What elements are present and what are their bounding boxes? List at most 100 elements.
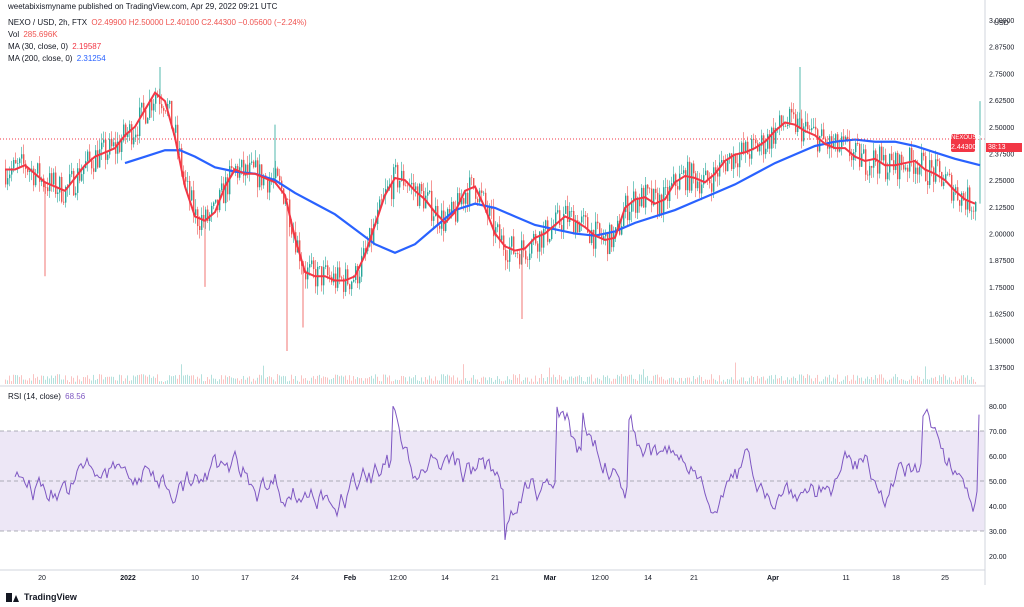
candle-body: [341, 277, 343, 279]
volume-bar: [859, 378, 860, 384]
candle-body: [497, 224, 499, 228]
volume-bar: [63, 379, 64, 384]
volume-bar: [593, 381, 594, 384]
volume-bar: [129, 380, 130, 384]
candle-body: [447, 209, 449, 220]
volume-bar: [475, 379, 476, 384]
candle-body: [675, 174, 677, 187]
candle-body: [683, 170, 685, 174]
volume-bar: [755, 381, 756, 384]
volume-bar: [711, 374, 712, 384]
volume-bar: [53, 378, 54, 384]
volume-bar: [471, 377, 472, 384]
candle-body: [87, 151, 89, 162]
volume-bar: [687, 377, 688, 384]
candle-body: [337, 267, 339, 288]
volume-bar: [15, 374, 16, 384]
volume-bar: [255, 380, 256, 384]
volume-bar: [951, 380, 952, 384]
candle-body: [719, 162, 721, 177]
legend-rsi-value: 68.56: [65, 392, 86, 401]
volume-bar: [307, 380, 308, 384]
legend-rsi-label[interactable]: RSI (14, close): [8, 392, 61, 401]
time-tick-label: 14: [644, 575, 652, 582]
legend-ma30-label[interactable]: MA (30, close, 0): [8, 42, 69, 51]
volume-bar: [787, 377, 788, 384]
legend-symbol[interactable]: NEXO / USD, 2h, FTX: [8, 18, 88, 27]
volume-bar: [709, 379, 710, 384]
volume-bar: [877, 378, 878, 384]
candle-body: [91, 159, 93, 169]
volume-bar: [607, 375, 608, 384]
candle-body: [213, 202, 215, 206]
rsi-pane[interactable]: [0, 405, 985, 540]
volume-bar: [699, 375, 700, 384]
candle-body: [679, 173, 681, 190]
volume-bar: [275, 381, 276, 384]
volume-bar: [29, 378, 30, 384]
price-axis[interactable]: 3.00000 2.87500 2.75000 2.62500 2.50000 2.375…: [989, 18, 1014, 372]
volume-bar: [901, 378, 902, 384]
volume-bar: [57, 374, 58, 384]
volume-bar: [89, 378, 90, 384]
candle-body: [205, 209, 207, 222]
volume-bar: [519, 374, 520, 384]
volume-bar: [633, 378, 634, 384]
volume-bar: [109, 376, 110, 384]
candle-body: [779, 115, 781, 128]
volume-bar: [769, 375, 770, 384]
volume-bar: [25, 379, 26, 384]
candle-body: [113, 142, 115, 147]
volume-bar: [469, 380, 470, 384]
volume-bar: [137, 375, 138, 384]
candle-body: [709, 179, 711, 184]
rsi-axis[interactable]: 80.00 70.00 60.00 50.00 40.00 30.00 20.00: [989, 404, 1007, 561]
volume-bar: [173, 376, 174, 384]
time-axis[interactable]: 20 2022 10 17 24 Feb 12:00 14 21 Mar 12:00 14 21 Apr 1…: [38, 575, 949, 582]
candle-body: [513, 236, 515, 254]
volume-bar: [515, 375, 516, 384]
candle-body: [655, 188, 657, 193]
volume-bar: [155, 377, 156, 384]
volume-bar: [239, 380, 240, 384]
volume-bar: [247, 377, 248, 384]
volume-bar: [583, 381, 584, 384]
volume-bar: [277, 374, 278, 384]
candle-body: [349, 284, 351, 290]
volume-bar: [715, 379, 716, 384]
candle-body: [937, 159, 939, 162]
volume-bar: [27, 380, 28, 384]
price-tick-label: 1.62500: [989, 312, 1014, 319]
volume-bar: [333, 377, 334, 384]
legend-vol-label[interactable]: Vol: [8, 30, 20, 39]
volume-bar: [335, 374, 336, 384]
candle-body: [961, 193, 963, 206]
volume-bar: [395, 379, 396, 384]
volume-bar: [561, 376, 562, 384]
volume-bar: [527, 377, 528, 384]
candle-body: [491, 207, 493, 210]
volume-bar: [501, 381, 502, 384]
candle-body: [393, 167, 395, 200]
volume-bar: [955, 376, 956, 384]
volume-bar: [595, 378, 596, 384]
candle-body: [493, 209, 495, 237]
candle-body: [351, 281, 353, 290]
candle-body: [455, 209, 457, 222]
volume-bar: [557, 379, 558, 384]
price-pane[interactable]: [0, 66, 985, 384]
volume-bar: [875, 375, 876, 384]
volume-bar: [931, 377, 932, 384]
volume-bar: [185, 375, 186, 384]
legend-ma200-label[interactable]: MA (200, close, 0): [8, 54, 73, 63]
candle-body: [405, 185, 407, 187]
volume-bar: [719, 375, 720, 384]
candle-body: [671, 183, 673, 186]
volume-bar: [207, 377, 208, 384]
countdown-value: 38:13: [988, 144, 1006, 151]
volume-bar: [743, 377, 744, 384]
volume-bar: [819, 381, 820, 384]
tradingview-brand[interactable]: TradingView: [6, 592, 77, 602]
volume-bar: [215, 378, 216, 384]
